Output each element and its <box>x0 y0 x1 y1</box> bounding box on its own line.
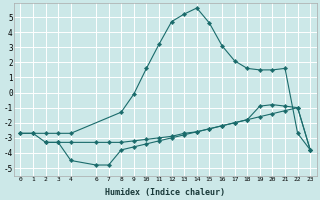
X-axis label: Humidex (Indice chaleur): Humidex (Indice chaleur) <box>105 188 225 197</box>
